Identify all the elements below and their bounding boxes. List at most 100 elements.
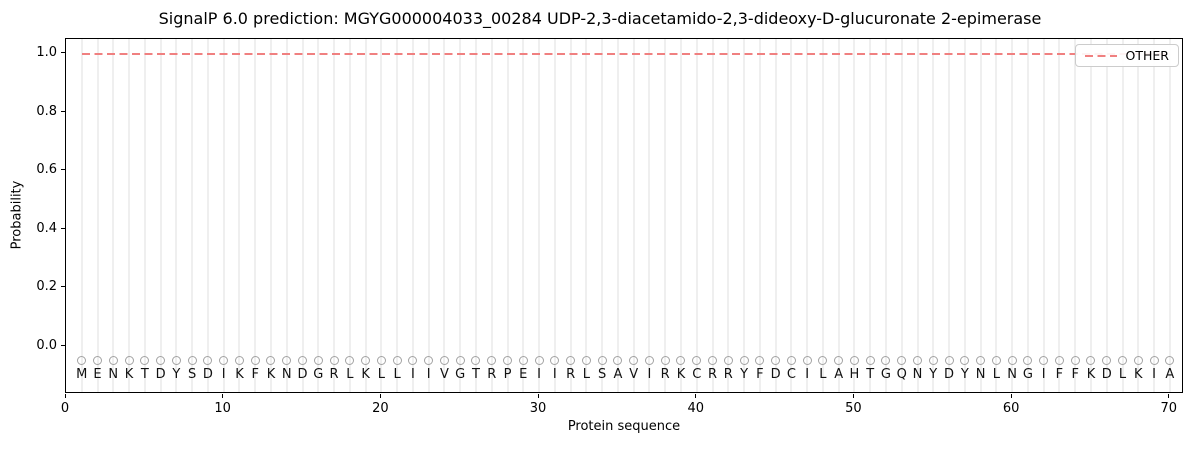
residue-gridline (1042, 39, 1045, 392)
residue-gridline (348, 39, 351, 392)
residue-letter: V (629, 367, 639, 383)
x-tick-label: 60 (1002, 401, 1020, 416)
residue-gridline (979, 39, 982, 392)
residue-letter: K (124, 367, 134, 383)
residue-gridline (963, 39, 966, 392)
residue-letter: T (472, 367, 480, 383)
x-tick-mark (1010, 394, 1012, 398)
residue-marker (282, 356, 292, 366)
residue-gridline (159, 39, 162, 392)
residue-letter: L (992, 367, 1000, 383)
x-tick-mark (852, 394, 854, 398)
x-tick-mark (537, 394, 539, 398)
residue-letter: G (880, 367, 891, 383)
residue-letter: Y (172, 367, 181, 383)
residue-marker (1149, 356, 1159, 366)
x-tick-label: 30 (529, 401, 547, 416)
residue-letter: R (660, 367, 670, 383)
residue-marker (1054, 356, 1064, 366)
residue-letter: N (281, 367, 292, 383)
residue-gridline (411, 39, 414, 392)
y-tick-label: 0.2 (36, 279, 57, 295)
residue-letter: A (834, 367, 844, 383)
residue-letter: K (235, 367, 244, 383)
residue-gridline (1105, 39, 1108, 392)
residue-gridline (1121, 39, 1124, 392)
y-tick-mark (61, 286, 65, 288)
y-tick-mark (61, 110, 65, 112)
residue-gridline (1058, 39, 1061, 392)
residue-marker (518, 356, 528, 366)
residue-marker (786, 356, 796, 366)
residue-marker (124, 356, 134, 366)
residue-marker (534, 356, 544, 366)
residue-marker (834, 356, 844, 366)
residue-letter: K (676, 367, 686, 383)
residue-letter: D (944, 367, 955, 383)
residue-marker (849, 356, 859, 366)
residue-marker (108, 356, 118, 366)
residue-marker (676, 356, 686, 366)
x-tick-label: 70 (1160, 401, 1178, 416)
residue-letter: C (786, 367, 796, 383)
residue-letter: C (692, 367, 702, 383)
residue-gridline (806, 39, 809, 392)
x-tick-mark (222, 394, 224, 398)
residue-marker (266, 356, 276, 366)
residue-gridline (821, 39, 824, 392)
residue-gridline (1074, 39, 1077, 392)
residue-letter: A (1165, 367, 1175, 383)
residue-marker (203, 356, 213, 366)
residue-gridline (1137, 39, 1140, 392)
y-tick-mark (61, 344, 65, 346)
residue-marker (692, 356, 702, 366)
residue-gridline (427, 39, 430, 392)
residue-letter: G (1022, 367, 1033, 383)
residue-gridline (1026, 39, 1029, 392)
residue-letter: L (819, 367, 827, 383)
residue-marker (487, 356, 497, 366)
x-tick-label: 20 (372, 401, 389, 416)
residue-letter: D (297, 367, 308, 383)
x-tick-label: 40 (687, 401, 704, 416)
residue-marker (140, 356, 150, 366)
residue-letter: T (866, 367, 875, 383)
residue-marker (897, 356, 907, 366)
residue-letter: S (188, 367, 197, 383)
residue-marker (187, 356, 197, 366)
residue-marker (581, 356, 591, 366)
residue-gridline (758, 39, 761, 392)
residue-letter: F (1055, 367, 1064, 383)
residue-gridline (269, 39, 272, 392)
residue-marker (313, 356, 323, 366)
residue-letter: K (266, 367, 276, 383)
residue-gridline (585, 39, 588, 392)
x-tick-label: 10 (214, 401, 231, 416)
residue-letter: K (1134, 367, 1143, 383)
residue-letter: I (552, 367, 557, 383)
residue-marker (818, 356, 828, 366)
residue-letter: F (1071, 367, 1079, 383)
residue-letter: I (1041, 367, 1046, 383)
residue-gridline (1089, 39, 1092, 392)
residue-marker (597, 356, 607, 366)
residue-gridline (285, 39, 288, 392)
residue-gridline (380, 39, 383, 392)
residue-marker (345, 356, 355, 366)
residue-marker (991, 356, 1001, 366)
residue-letter: I (647, 367, 652, 383)
chart-title: SignalP 6.0 prediction: MGYG000004033_00… (158, 9, 1042, 28)
residue-gridline (869, 39, 872, 392)
residue-marker (1007, 356, 1017, 366)
residue-marker (1133, 356, 1143, 366)
residue-letter: R (329, 367, 339, 383)
residue-marker (1070, 356, 1080, 366)
residue-gridline (490, 39, 493, 392)
residue-letter: N (912, 367, 923, 383)
residue-gridline (569, 39, 572, 392)
residue-marker (408, 356, 418, 366)
residue-gridline (711, 39, 714, 392)
residue-marker (93, 356, 103, 366)
residue-marker (250, 356, 260, 366)
y-tick-label: 1.0 (36, 45, 57, 61)
